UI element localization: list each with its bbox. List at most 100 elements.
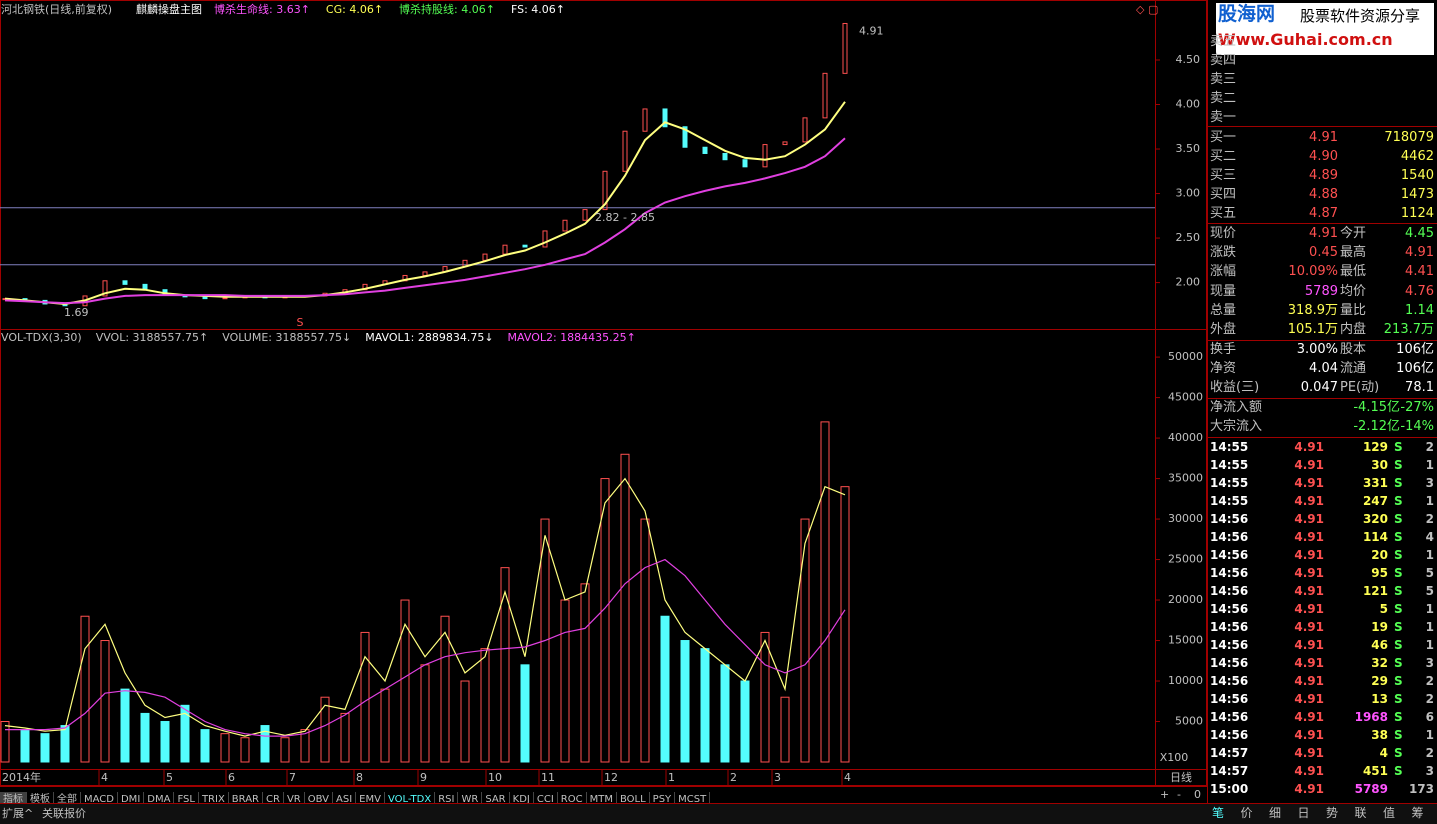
buy-label: 买五 bbox=[1210, 206, 1237, 221]
x-tick-label: 3 bbox=[774, 771, 781, 784]
indicator-tab[interactable]: CR bbox=[263, 792, 284, 807]
trade-side: S bbox=[1394, 494, 1403, 508]
mavol2-line bbox=[5, 558, 846, 737]
side-tab[interactable]: 筹 bbox=[1411, 806, 1424, 820]
buy-volume: 4462 bbox=[1400, 149, 1434, 164]
volume-bar bbox=[20, 729, 30, 763]
side-tab[interactable]: 笔 bbox=[1212, 806, 1225, 820]
trade-price: 4.91 bbox=[1294, 458, 1324, 472]
candle bbox=[102, 280, 108, 297]
indicator-tab[interactable]: PSY bbox=[650, 792, 676, 807]
trade-price: 4.91 bbox=[1294, 764, 1324, 778]
separator bbox=[1208, 340, 1437, 341]
bottom-tab[interactable]: 扩展^ bbox=[2, 807, 34, 820]
trade-side: S bbox=[1394, 566, 1403, 580]
indicator-tab[interactable]: MCST bbox=[675, 792, 711, 807]
finance-label: 换手 bbox=[1210, 342, 1237, 357]
trade-volume: 121 bbox=[1362, 584, 1388, 598]
candle bbox=[822, 72, 828, 119]
quote-label: 最低 bbox=[1340, 264, 1367, 280]
indicator-tab[interactable]: TRIX bbox=[199, 792, 229, 807]
control[interactable]: - bbox=[1177, 788, 1181, 801]
trade-price: 4.91 bbox=[1294, 548, 1324, 562]
volume-bar bbox=[460, 680, 470, 763]
volume-bar bbox=[0, 721, 10, 763]
volume-bar bbox=[300, 729, 310, 763]
indicator-tab[interactable]: SAR bbox=[482, 792, 510, 807]
candle bbox=[842, 22, 848, 74]
side-tab[interactable]: 细 bbox=[1269, 806, 1282, 820]
y-tick-label: 20000 bbox=[1168, 593, 1203, 606]
trade-count: 4 bbox=[1425, 530, 1434, 544]
quote-label: 涨幅 bbox=[1210, 264, 1237, 280]
side-tab[interactable]: 势 bbox=[1326, 806, 1339, 820]
indicator-tab[interactable]: CCI bbox=[534, 792, 558, 807]
window-icon[interactable]: ◇ ▢ bbox=[1136, 3, 1158, 16]
candle bbox=[722, 152, 728, 161]
buy-volume: 1473 bbox=[1400, 187, 1434, 202]
quote-value: 4.91 bbox=[1405, 245, 1434, 261]
volume-bar bbox=[440, 615, 450, 763]
volume-bar bbox=[540, 518, 550, 763]
trade-time: 14:56 bbox=[1210, 602, 1249, 616]
trade-side: S bbox=[1394, 728, 1403, 742]
trade-volume: 1968 bbox=[1354, 710, 1388, 724]
indicator-tab[interactable]: VR bbox=[284, 792, 305, 807]
indicator-tab[interactable]: FSL bbox=[174, 792, 199, 807]
volume-bar bbox=[80, 615, 90, 763]
volume-unit: X100 bbox=[1160, 751, 1189, 764]
indicator-tab[interactable]: WR bbox=[458, 792, 483, 807]
signal-label: S bbox=[297, 316, 304, 329]
indicator-tab[interactable]: MTM bbox=[587, 792, 617, 807]
indicator-tab[interactable]: DMA bbox=[144, 792, 175, 807]
indicator-tab[interactable]: BRAR bbox=[229, 792, 263, 807]
volume-bar bbox=[200, 729, 210, 763]
trade-count: 1 bbox=[1425, 548, 1434, 562]
quote-label: 均价 bbox=[1340, 283, 1367, 299]
trade-volume: 4 bbox=[1379, 746, 1388, 760]
trade-side: S bbox=[1394, 638, 1403, 652]
volume-bar bbox=[840, 486, 850, 763]
indicator-tab[interactable]: MACD bbox=[81, 792, 118, 807]
quote-label: 现价 bbox=[1210, 226, 1237, 241]
indicator-tab[interactable]: RSI bbox=[435, 792, 459, 807]
bottom-tab[interactable]: 关联报价 bbox=[42, 807, 86, 820]
buy-price: 4.87 bbox=[1309, 206, 1338, 221]
indicator-tab[interactable]: 全部 bbox=[54, 792, 81, 807]
trade-count: 5 bbox=[1425, 584, 1434, 598]
trade-price: 4.91 bbox=[1294, 782, 1324, 796]
volume-header: MAVOL1: 2889834.75↓ bbox=[365, 331, 493, 344]
indicator-tab[interactable]: ROC bbox=[558, 792, 587, 807]
y-tick-label: 30000 bbox=[1168, 512, 1203, 525]
volume-bar bbox=[560, 599, 570, 763]
trade-price: 4.91 bbox=[1294, 656, 1324, 670]
side-tab[interactable]: 价 bbox=[1240, 806, 1253, 820]
y-tick-label: 50000 bbox=[1168, 350, 1203, 363]
candle bbox=[742, 159, 748, 168]
trade-volume: 247 bbox=[1362, 494, 1388, 508]
candle bbox=[122, 280, 128, 285]
trade-volume: 331 bbox=[1362, 476, 1388, 490]
indicator-tab[interactable]: OBV bbox=[305, 792, 333, 807]
side-tab[interactable]: 联 bbox=[1354, 806, 1367, 820]
control[interactable]: + bbox=[1160, 788, 1170, 801]
indicator-tab[interactable]: 模板 bbox=[27, 792, 54, 807]
header-item: CG: 4.06↑ bbox=[326, 3, 383, 16]
logo[interactable]: 股海网 股票软件资源分享 Www.Guhai.com.cn bbox=[1216, 3, 1434, 55]
indicator-tab[interactable]: VOL-TDX bbox=[385, 792, 436, 807]
flow-amount: -4.15亿 bbox=[1353, 400, 1400, 415]
trade-volume: 38 bbox=[1371, 728, 1388, 742]
candle bbox=[522, 244, 528, 248]
indicator-tab[interactable]: KDJ bbox=[510, 792, 534, 807]
indicator-tab[interactable]: ASI bbox=[333, 792, 357, 807]
separator bbox=[1208, 398, 1437, 399]
indicator-tab[interactable]: BOLL bbox=[617, 792, 650, 807]
side-tab[interactable]: 日 bbox=[1297, 806, 1310, 820]
control[interactable]: 0 bbox=[1194, 788, 1201, 801]
trade-time: 14:56 bbox=[1210, 620, 1249, 634]
header-item: 博杀持股线: 4.06↑ bbox=[399, 2, 495, 16]
indicator-tab[interactable]: EMV bbox=[356, 792, 385, 807]
side-tab[interactable]: 值 bbox=[1383, 806, 1396, 820]
indicator-tab[interactable]: DMI bbox=[118, 792, 145, 807]
trade-count: 2 bbox=[1425, 674, 1434, 688]
